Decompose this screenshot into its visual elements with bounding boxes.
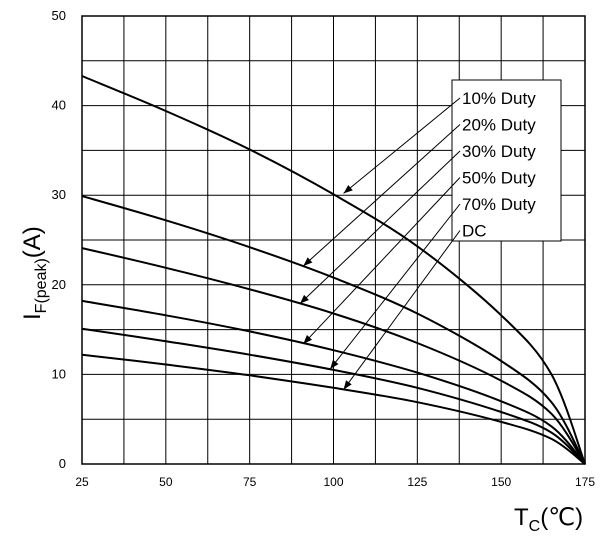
annotation-arrow-line bbox=[302, 124, 461, 267]
y-tick-labels: 0 10 20 30 40 50 bbox=[52, 8, 66, 471]
annotation-arrowhead bbox=[299, 294, 309, 304]
annotation-arrowhead bbox=[343, 380, 352, 390]
legend-item: 20% Duty bbox=[462, 116, 536, 135]
curves bbox=[81, 75, 586, 465]
x-axis-label-sub: C bbox=[529, 518, 541, 535]
y-axis-label-sub: F(peak) bbox=[33, 258, 50, 313]
x-tick-labels: 25 50 75 100 125 150 175 bbox=[75, 475, 595, 489]
x-tick-label: 175 bbox=[575, 475, 595, 489]
y-axis-label: IF(peak)(A) bbox=[19, 226, 50, 320]
y-axis-label-main: I bbox=[19, 313, 46, 320]
y-tick-label: 50 bbox=[52, 8, 66, 23]
annotation-arrowhead bbox=[303, 334, 313, 344]
annotation-arrow-line bbox=[299, 150, 461, 304]
x-tick-label: 75 bbox=[243, 475, 257, 489]
annotation-arrow-line bbox=[343, 97, 461, 194]
annotation-arrows bbox=[299, 97, 461, 390]
x-tick-label: 50 bbox=[159, 475, 173, 489]
x-tick-label: 125 bbox=[407, 475, 427, 489]
y-tick-label: 10 bbox=[52, 366, 66, 381]
series-line-10-duty bbox=[81, 75, 586, 465]
x-axis-label-unit: (℃) bbox=[540, 504, 583, 531]
x-tick-label: 100 bbox=[323, 475, 343, 489]
legend-item: 50% Duty bbox=[462, 169, 536, 188]
y-axis-label-unit: (A) bbox=[19, 226, 46, 258]
annotation-arrow-line bbox=[302, 177, 461, 345]
plot-frame bbox=[81, 15, 586, 465]
annotation-arrowhead bbox=[343, 184, 353, 194]
x-tick-label: 150 bbox=[491, 475, 511, 489]
legend-item: 10% Duty bbox=[462, 89, 536, 108]
annotation-arrow-line bbox=[329, 203, 461, 370]
annotation-arrowhead bbox=[330, 359, 339, 370]
series-line-50-duty bbox=[81, 299, 586, 465]
x-axis-label-main: T bbox=[514, 504, 529, 531]
y-tick-label: 40 bbox=[52, 98, 66, 113]
y-tick-label: 20 bbox=[52, 277, 66, 292]
legend-item: DC bbox=[462, 222, 487, 241]
x-axis-label: TC(℃) bbox=[514, 504, 583, 535]
legend: 10% Duty 20% Duty 30% Duty 50% Duty 70% Duty… bbox=[462, 89, 536, 241]
series-line-dc bbox=[81, 353, 586, 465]
legend-box bbox=[451, 79, 562, 242]
series-line-20-duty bbox=[81, 195, 586, 465]
y-tick-label: 0 bbox=[59, 456, 66, 471]
y-tick-label: 30 bbox=[52, 187, 66, 202]
annotation-arrow-line bbox=[343, 230, 461, 390]
series-line-70-duty bbox=[81, 327, 586, 465]
annotation-arrowhead bbox=[303, 257, 313, 266]
legend-item: 70% Duty bbox=[462, 195, 536, 214]
x-tick-label: 25 bbox=[75, 475, 89, 489]
legend-item: 30% Duty bbox=[462, 142, 536, 161]
series-line-30-duty bbox=[81, 247, 586, 465]
